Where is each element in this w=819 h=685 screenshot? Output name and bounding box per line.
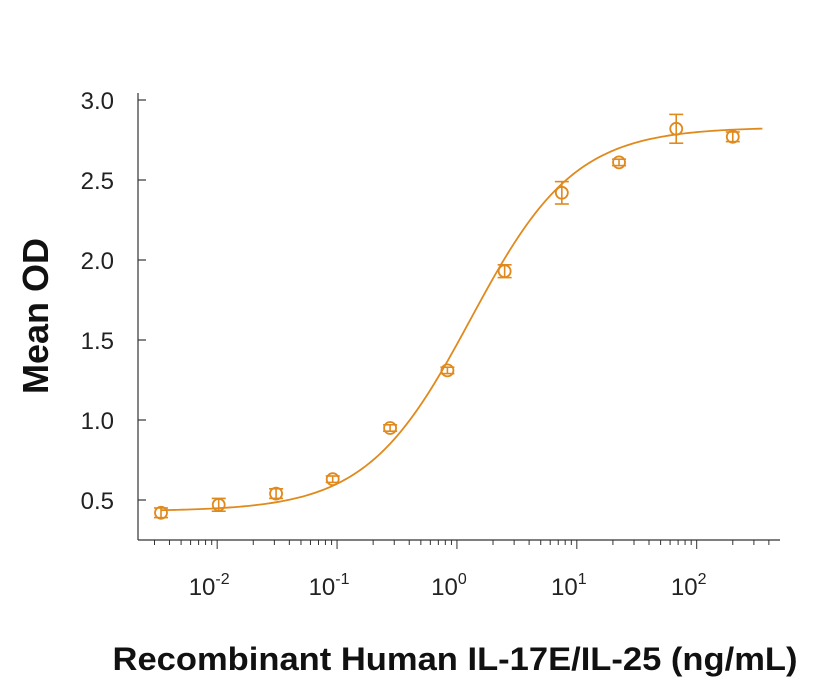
data-point: [325, 472, 340, 487]
data-point: [383, 421, 397, 435]
data-series: [154, 113, 763, 520]
y-tick-label: 1.5: [81, 328, 114, 355]
data-point: [554, 185, 569, 200]
y-tick-label: 1.0: [81, 408, 114, 435]
y-tick-label: 2.5: [81, 168, 114, 195]
data-point: [497, 264, 512, 279]
data-point: [669, 121, 684, 136]
y-axis-ticks: 0.5 1.0 1.5 2.0 2.5 3.0: [81, 88, 146, 515]
fit-curve: [160, 127, 763, 512]
x-tick-label: 10-2: [189, 571, 230, 601]
y-tick-label: 0.5: [81, 488, 114, 515]
y-axis-title: Mean OD: [15, 238, 56, 394]
y-tick-label: 2.0: [81, 248, 114, 275]
x-tick-label: 101: [551, 571, 587, 601]
data-point: [612, 155, 626, 170]
x-axis-ticks: 10-2 10-1 100 101 102: [153, 540, 770, 601]
y-tick-label: 3.0: [81, 88, 114, 115]
data-point: [440, 363, 455, 378]
plot-area: [137, 93, 780, 541]
x-tick-label: 102: [671, 571, 707, 601]
x-tick-label: 10-1: [309, 571, 350, 601]
data-point: [269, 486, 283, 501]
data-point: [154, 505, 168, 520]
data-point: [725, 129, 740, 144]
x-tick-label: 100: [431, 571, 467, 601]
data-point: [211, 497, 226, 512]
x-axis-title: Recombinant Human IL-17E/IL-25 (ng/mL): [113, 641, 798, 677]
